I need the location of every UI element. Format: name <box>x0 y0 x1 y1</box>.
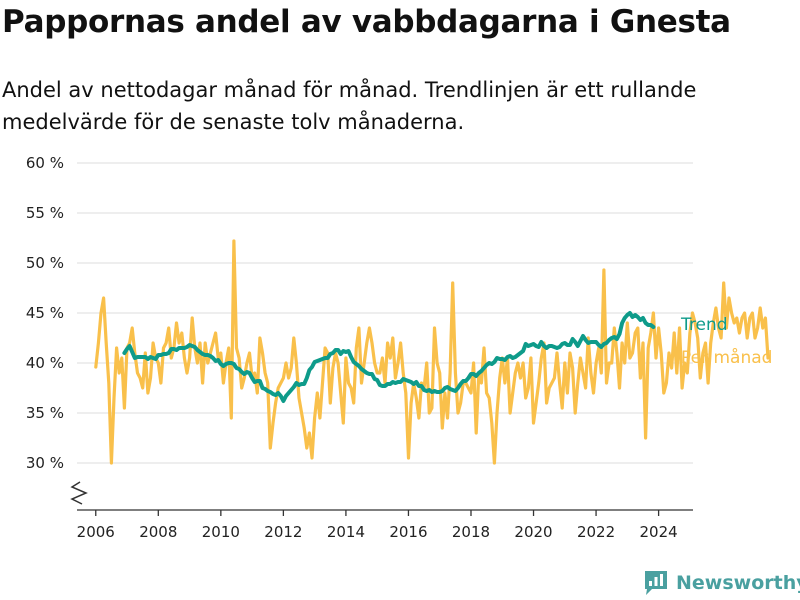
x-tick-label: 2020 <box>514 523 552 541</box>
y-tick-label: 30 % <box>26 454 64 472</box>
gridlines <box>77 162 693 464</box>
y-tick-label: 60 % <box>26 154 64 172</box>
y-tick-label: 35 % <box>26 404 64 422</box>
newsworthy-icon <box>645 571 667 595</box>
axis-break-icon <box>70 481 88 505</box>
axis-break-zigzag <box>70 481 88 505</box>
x-tick-label: 2016 <box>389 523 427 541</box>
monthly-line <box>94 239 770 465</box>
y-tick-label: 45 % <box>26 304 64 322</box>
y-tick-label: 50 % <box>26 254 64 272</box>
x-tick-label: 2010 <box>202 523 240 541</box>
y-axis-ticks: 30 % 35 % 40 % 45 % 50 % 55 % 60 % <box>26 154 64 472</box>
x-axis: 2006 2008 2010 2012 2014 2016 2018 2020 2022 2024 <box>77 509 693 541</box>
trend-line <box>122 311 656 403</box>
monthly-label: Per månad <box>681 347 772 368</box>
x-tick-label: 2024 <box>640 523 678 541</box>
x-tick-label: 2008 <box>139 523 177 541</box>
x-tick-label: 2012 <box>264 523 302 541</box>
chart-title: Pappornas andel av vabbdagarna i Gnesta <box>2 4 731 40</box>
trend-label: Trend <box>680 315 728 335</box>
brand-name: Newsworthy <box>676 572 800 594</box>
x-tick-label: 2006 <box>77 523 115 541</box>
x-tick-label: 2022 <box>577 523 615 541</box>
x-tick-label: 2018 <box>452 523 490 541</box>
x-tick-label: 2014 <box>327 523 365 541</box>
chart-subtitle: Andel av nettodagar månad för månad. Tre… <box>2 78 697 134</box>
series-lines <box>94 239 770 465</box>
series-labels: Trend Per månad <box>680 315 772 368</box>
newsworthy-logo: Newsworthy <box>644 570 800 596</box>
y-tick-label: 40 % <box>26 354 64 372</box>
y-tick-label: 55 % <box>26 204 64 222</box>
